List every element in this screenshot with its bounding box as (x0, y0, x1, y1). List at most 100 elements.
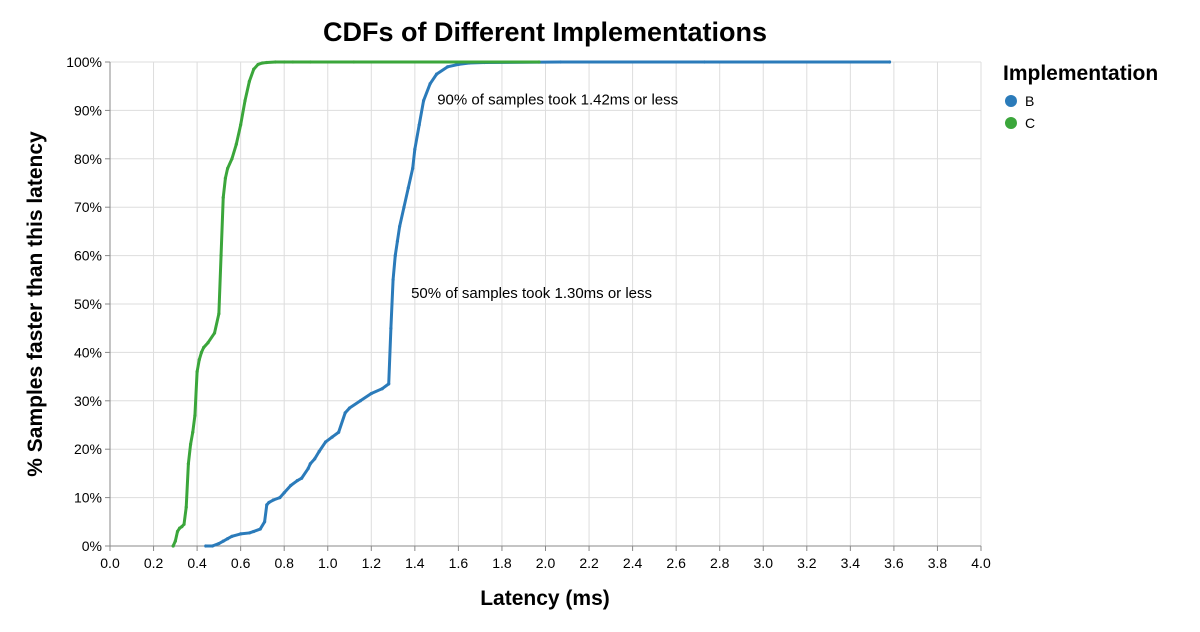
data-point (428, 82, 432, 86)
data-series (171, 60, 892, 548)
data-point (175, 529, 180, 534)
data-point (230, 157, 234, 161)
x-tick-label: 1.8 (492, 555, 512, 571)
data-point (289, 483, 293, 488)
y-tick-label: 30% (74, 393, 102, 409)
data-point (395, 239, 400, 243)
y-tick-label: 80% (74, 151, 102, 167)
data-point (317, 450, 321, 454)
y-tick-label: 10% (74, 490, 102, 506)
data-point (263, 520, 267, 524)
annotation-label: 90% of samples took 1.42ms or less (437, 91, 678, 108)
data-point (411, 166, 415, 171)
data-point (282, 60, 286, 64)
data-point (239, 532, 243, 536)
data-point (221, 195, 225, 200)
legend-title: Implementation (1003, 62, 1158, 85)
data-point (252, 67, 256, 71)
x-tick-label: 0.6 (231, 555, 251, 571)
data-point (313, 457, 317, 461)
data-point (306, 466, 310, 471)
data-point (206, 341, 210, 345)
x-tick-label: 1.0 (318, 555, 338, 571)
data-point (212, 331, 217, 335)
data-point (243, 99, 247, 103)
data-point (282, 491, 286, 495)
data-point (413, 147, 417, 151)
data-point (252, 529, 256, 534)
data-point (398, 224, 402, 229)
data-point (195, 370, 199, 374)
axes: 0.0 0.2 0.4 0.6 0.8 1.0 1.2 1.4 1.6 1.8 2.0 2.2 2.4 2… (66, 54, 991, 571)
data-point (247, 531, 251, 535)
grid (109, 61, 982, 547)
x-tick-label: 2.6 (666, 555, 686, 571)
data-point (445, 65, 450, 69)
data-point (260, 61, 265, 65)
data-point (559, 60, 563, 64)
x-tick-label: 2.2 (579, 555, 599, 571)
legend-label: B (1025, 93, 1034, 109)
y-tick-label: 40% (74, 344, 102, 360)
x-tick-label: 4.0 (971, 555, 991, 571)
data-point (347, 406, 352, 410)
data-point (421, 99, 426, 103)
data-point (186, 462, 190, 466)
data-point (202, 345, 206, 350)
x-axis-title: Latency (ms) (480, 587, 610, 610)
data-point (343, 411, 347, 415)
data-point (291, 60, 295, 64)
x-tick-label: 2.0 (536, 555, 556, 571)
data-point (210, 544, 214, 548)
data-point (223, 176, 228, 180)
x-tick-label: 0.4 (187, 555, 207, 571)
legend-symbol (1005, 95, 1017, 107)
data-point (702, 60, 707, 64)
y-tick-label: 50% (74, 296, 102, 312)
data-point (358, 399, 363, 403)
x-tick-label: 2.8 (710, 555, 730, 571)
data-point (234, 142, 238, 146)
x-tick-label: 1.4 (405, 555, 425, 571)
y-axis-title: % Samples faster than this latency (24, 131, 47, 477)
data-point (417, 123, 421, 127)
data-point (188, 442, 193, 446)
annotation-label: 50% of samples took 1.30ms or less (411, 285, 652, 302)
data-point (221, 539, 225, 543)
legend-label: C (1025, 115, 1035, 131)
y-tick-label: 90% (74, 102, 102, 118)
data-point (380, 387, 384, 391)
data-point (191, 430, 195, 434)
data-point (171, 544, 175, 548)
data-point (197, 358, 201, 362)
x-tick-label: 3.4 (841, 555, 861, 571)
x-tick-label: 2.4 (623, 555, 643, 571)
data-point (369, 391, 373, 396)
data-point (456, 62, 460, 67)
data-point (300, 476, 304, 480)
data-point (193, 413, 197, 417)
series-C (171, 60, 541, 548)
data-point (273, 60, 278, 64)
data-point (199, 350, 204, 354)
data-point (887, 60, 892, 64)
y-tick-label: 70% (74, 199, 102, 215)
data-point (180, 525, 184, 529)
data-point (271, 498, 275, 502)
data-point (239, 123, 243, 127)
data-point (330, 435, 334, 439)
data-point (352, 60, 356, 64)
x-tick-label: 1.2 (362, 555, 382, 571)
data-point (387, 382, 391, 386)
legend-symbol (1005, 117, 1017, 129)
data-point (393, 254, 397, 258)
x-tick-label: 0.0 (100, 555, 120, 571)
data-point (308, 60, 312, 64)
data-point (537, 60, 541, 64)
legend: Implementation BC (1003, 62, 1158, 131)
data-point (184, 505, 188, 509)
data-point (219, 254, 223, 258)
data-point (182, 522, 186, 526)
